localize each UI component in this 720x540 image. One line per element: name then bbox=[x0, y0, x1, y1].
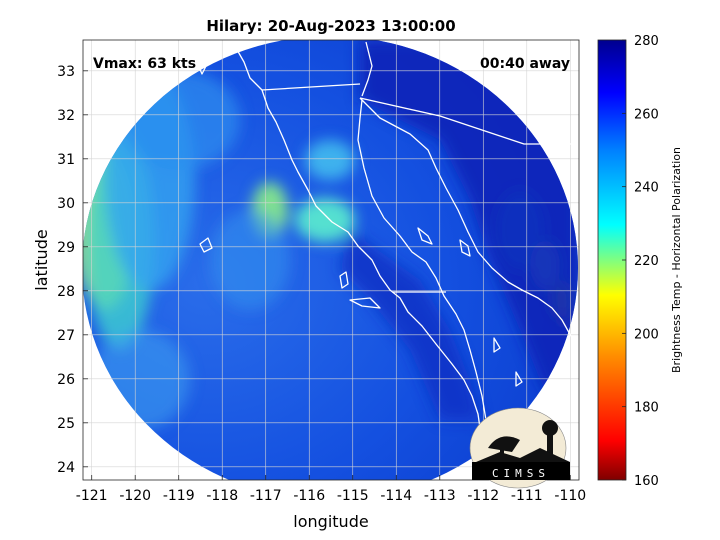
plot-frame bbox=[82, 39, 580, 481]
colorbar-tick-label: 220 bbox=[634, 254, 659, 269]
colorbar-ticks: 160 180 200 220 240 260 280 bbox=[622, 34, 659, 489]
y-tick-label: 33 bbox=[57, 64, 75, 80]
coastline-borders bbox=[195, 41, 579, 433]
grid-lines bbox=[83, 40, 579, 480]
x-axis-label: longitude bbox=[293, 512, 368, 531]
y-tick-label: 30 bbox=[57, 196, 75, 212]
colorbar: 160 180 200 220 240 260 280 Brightness Temp - … bbox=[597, 34, 683, 489]
y-tick-label: 27 bbox=[57, 328, 75, 344]
x-tick-label: -118 bbox=[206, 488, 238, 504]
x-tick-label: -111 bbox=[511, 488, 543, 504]
x-tick-label: -121 bbox=[76, 488, 108, 504]
x-tick-label: -115 bbox=[337, 488, 369, 504]
y-tick-label: 25 bbox=[57, 416, 75, 432]
x-tick-label: -120 bbox=[119, 488, 151, 504]
x-tick-label: -116 bbox=[293, 488, 325, 504]
satellite-dish-icon bbox=[488, 436, 520, 452]
y-tick-label: 24 bbox=[57, 460, 75, 476]
colorbar-tick-label: 180 bbox=[634, 401, 659, 416]
x-tick-label: -119 bbox=[163, 488, 195, 504]
x-tick-label: -112 bbox=[467, 488, 499, 504]
time-away-label: 00:40 away bbox=[480, 56, 570, 72]
y-tick-label: 32 bbox=[57, 108, 75, 124]
y-tick-label: 31 bbox=[57, 152, 75, 168]
colorbar-tick-label: 280 bbox=[634, 34, 659, 49]
colorbar-tick-label: 200 bbox=[634, 327, 659, 342]
vmax-label: Vmax: 63 kts bbox=[93, 56, 196, 72]
x-tick-label: -117 bbox=[250, 488, 282, 504]
x-tick-label: -110 bbox=[554, 488, 586, 504]
map-title: Hilary: 20-Aug-2023 13:00:00 bbox=[206, 17, 455, 35]
x-tick-label: -114 bbox=[380, 488, 412, 504]
y-tick-label: 28 bbox=[57, 284, 75, 300]
colorbar-tick-label: 260 bbox=[634, 107, 659, 122]
cimss-logo-text: CIMSS bbox=[492, 467, 550, 480]
colorbar-tick-label: 160 bbox=[634, 474, 659, 489]
colorbar-gradient bbox=[597, 39, 627, 481]
y-axis-ticks: 24 25 26 27 28 29 30 31 32 33 bbox=[57, 64, 88, 476]
cimss-logo: CIMSS bbox=[469, 407, 570, 489]
water-tower-icon bbox=[542, 420, 558, 436]
y-tick-label: 29 bbox=[57, 240, 75, 256]
x-tick-label: -113 bbox=[424, 488, 456, 504]
y-tick-label: 26 bbox=[57, 372, 75, 388]
colorbar-label: Brightness Temp - Horizontal Polarizatio… bbox=[670, 147, 683, 373]
y-axis-label: latitude bbox=[32, 229, 51, 290]
colorbar-tick-label: 240 bbox=[634, 181, 659, 196]
x-axis-ticks: -121 -120 -119 -118 -117 -116 -115 -114 -113 -112… bbox=[76, 475, 586, 504]
